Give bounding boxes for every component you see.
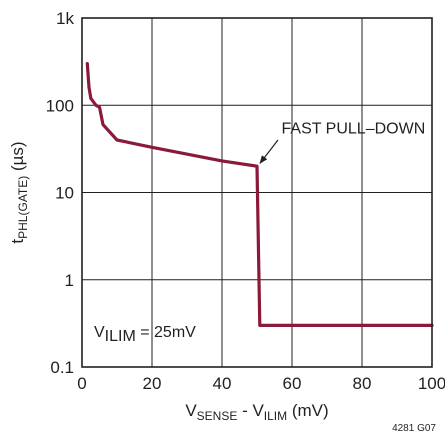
annotation-label: FAST PULL–DOWN: [282, 120, 426, 137]
plot-frame: [81, 17, 433, 368]
y-tick-labels: 0.1 1 10 100 1k: [46, 9, 75, 377]
annotation-layer: FAST PULL–DOWN: [259, 120, 426, 164]
y-axis-title: tPHL(GATE) (µs): [8, 141, 30, 243]
x-tick-label: 20: [143, 374, 162, 393]
x-tick-label: 60: [283, 374, 302, 393]
series-line: [85, 62, 434, 327]
figure-id: 4281 G07: [392, 423, 436, 434]
x-tick-label: 80: [353, 374, 372, 393]
y-tick-label: 1: [65, 271, 74, 290]
y-tick-label: 10: [55, 184, 74, 203]
x-tick-label: 100: [418, 374, 445, 393]
y-tick-label: 100: [46, 96, 74, 115]
annotation-arrow: [259, 139, 279, 164]
x-tick-label: 0: [77, 374, 86, 393]
x-axis-title: VSENSE - VILIM (mV): [185, 401, 328, 423]
inset-condition-label: VILIM = 25mV: [94, 324, 196, 345]
y-tick-label: 1k: [56, 9, 74, 28]
x-tick-label: 40: [213, 374, 232, 393]
y-tick-label: 0.1: [50, 358, 74, 377]
x-tick-labels: 0 20 40 60 80 100: [77, 374, 445, 393]
series-layer: [85, 62, 434, 327]
